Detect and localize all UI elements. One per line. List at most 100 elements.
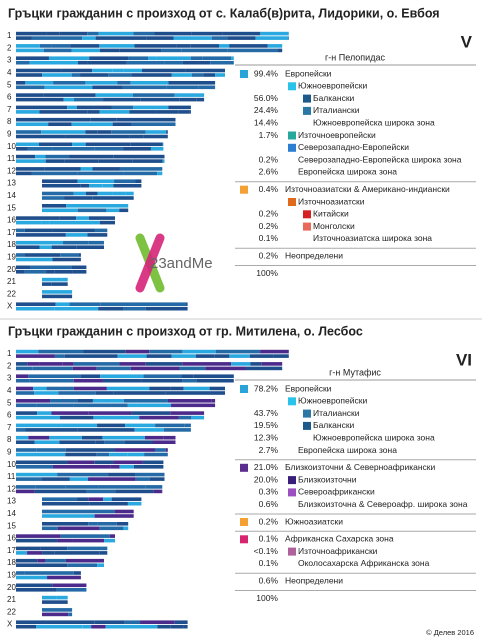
chromosome-segment [162,159,165,163]
chromosome-segment [210,391,225,395]
legend-swatch [240,535,248,544]
ancestry-label: Близкоизточна & Североафр. широка зона [298,499,468,509]
chromosome-segment [155,110,179,114]
chromosome-segment [16,538,58,543]
chromosome-segment [43,93,96,97]
ancestry-label: Околосахарска Африканска зона [298,558,430,568]
chromosome-segment [99,526,124,531]
chromosome-segment [99,220,115,225]
chromosome-segment [98,31,134,36]
chromosome-segment [260,349,289,354]
chromosome-segment [16,130,42,134]
chromosome-segment [134,44,177,48]
chromosome-segment [171,354,196,358]
ancestry-label: Източноазиатска широка зона [313,233,432,243]
chromosome-segment [92,85,123,90]
chromosome-segment [68,612,73,617]
chromosome-segment [81,435,103,440]
ancestry-label: Европейски [285,383,332,393]
legend-swatch [288,198,296,206]
chromosome-segment [174,620,188,624]
chromosome-segment [85,191,98,196]
chromosome-segment [200,68,225,73]
legend-swatch [303,409,311,418]
chromosome-segment [16,477,42,481]
chromosome-segment [16,233,66,237]
chromosome-segment [127,403,137,408]
chromosome-segment [119,465,134,469]
chromosome-label: 15 [7,203,16,212]
chromosome-segment [119,362,146,366]
chromosome-segment [60,253,80,257]
chromosome-segment [87,60,127,65]
chromosome-segment [16,85,45,90]
chromosome-segment [164,60,183,65]
chromosome-segment [196,97,205,102]
chromosome-segment [134,428,164,432]
chromosome-segment [165,391,211,395]
chromosome-segment [85,142,131,147]
chromosome-segment [87,31,99,36]
chromosome-segment [16,257,53,262]
chromosome-segment [52,147,95,151]
chromosome-segment [32,366,73,371]
chromosome-segment [73,403,112,408]
ancestry-label: Неопределени [285,575,343,585]
chromosome-segment [142,68,186,73]
chromosome-segment [16,386,34,391]
chromosome-segment [77,208,107,213]
ancestry-label: Балкански [313,93,355,103]
chromosome-segment [110,465,120,469]
chromosome-label: 9 [7,448,12,457]
chromosome-segment [144,435,164,440]
chromosome-segment [99,48,120,53]
chromosome-segment [277,48,283,53]
chromosome-segment [114,179,136,183]
chromosome-segment [150,147,164,151]
chromosome-segment [16,171,32,176]
chromosome-segment [94,514,134,518]
chromosome-label: 8 [7,435,12,444]
ancestry-label: Източноафрикански [298,546,378,556]
chromosome-segment [16,122,49,126]
chromosome-segment [16,563,68,567]
chromosome-segment [16,240,64,245]
chromosome-segment [97,563,104,567]
chromosome-label: 11 [7,154,16,163]
chromosome-segment [16,435,29,440]
ancestry-label: Китайски [313,209,349,219]
chromosome-segment [49,220,91,225]
chromosome-segment [70,44,100,48]
chromosome-segment [95,204,129,208]
chromosome-segment [52,228,95,233]
chromosome-segment [93,105,112,110]
legend-swatch [288,143,296,152]
chromosome-segment [43,48,72,53]
chromosome-segment [195,354,215,358]
chromosome-segment [16,270,25,274]
legend-swatch [288,547,296,556]
chromosome-label: 22 [7,607,16,616]
ancestry-label: Балкански [313,420,355,430]
chromosome-segment [71,48,100,53]
chromosome-segment [168,81,216,85]
chromosome-segment [16,366,33,371]
chromosome-segment [99,110,130,114]
chromosome-segment [93,415,140,420]
chromosome-segment [52,465,65,469]
chromosome-segment [46,620,95,624]
chromosome-segment [16,448,37,452]
legend-swatch [288,131,296,140]
chromosome-segment [35,485,66,489]
chromosome-label: 20 [7,583,16,592]
panel-title: Гръцки гражданин с произход от гр. Митил… [8,324,363,338]
chromosome-segment [91,624,106,629]
chromosome-label: 13 [7,497,16,506]
chromosome-segment [87,110,100,114]
chromosome-segment [214,354,230,358]
chromosome-segment [56,588,87,592]
chromosome-segment [36,624,83,629]
chromosome-segment [46,386,74,391]
chromosome-label: 14 [7,191,16,200]
chromosome-segment [30,265,72,270]
